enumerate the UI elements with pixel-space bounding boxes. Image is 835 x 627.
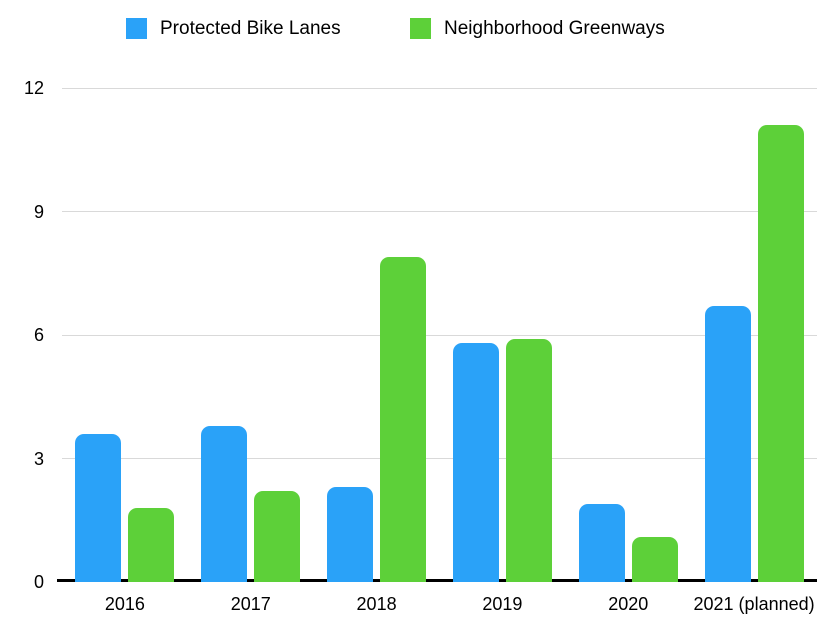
y-axis-tick-label-12: 12 (23, 78, 44, 98)
x-axis-category-label-2021-planned: 2021 (planned) (693, 594, 815, 614)
y-axis-tick-label-3: 3 (33, 448, 44, 469)
gridline-y-9 (62, 211, 817, 212)
bar-protected-bike-lanes-2017 (201, 425, 248, 582)
gridline-y-6 (62, 334, 817, 336)
legend-label-protected-bike-lanes: Protected Bike Lanes (160, 17, 341, 39)
y-axis-tick-label-0: 0 (33, 572, 44, 592)
gridline-y-12 (62, 87, 817, 89)
legend-item-neighborhood-greenways: Neighborhood Greenways (410, 14, 665, 42)
x-axis-line (57, 579, 817, 582)
bar-protected-bike-lanes-2016 (75, 433, 122, 582)
legend-swatch-neighborhood-greenways (410, 17, 431, 39)
bar-neighborhood-greenways-2021-planned (757, 125, 804, 582)
gridline-y-3 (62, 458, 817, 459)
x-axis-category-label-2017: 2017 (230, 594, 271, 614)
bar-neighborhood-greenways-2019 (505, 339, 552, 582)
bar-neighborhood-greenways-2018 (380, 256, 427, 582)
bar-neighborhood-greenways-2017 (254, 491, 301, 582)
legend-label-neighborhood-greenways: Neighborhood Greenways (444, 17, 665, 39)
bar-protected-bike-lanes-2018 (327, 487, 374, 582)
bar-neighborhood-greenways-2020 (631, 536, 678, 582)
legend-item-protected-bike-lanes: Protected Bike Lanes (126, 14, 341, 42)
y-axis-tick-label-6: 6 (33, 325, 44, 345)
bar-protected-bike-lanes-2020 (578, 503, 625, 582)
y-axis-tick-label-9: 9 (33, 201, 44, 222)
bar-protected-bike-lanes-2019 (452, 343, 499, 582)
x-axis-category-label-2018: 2018 (356, 594, 397, 614)
x-axis-category-label-2019: 2019 (482, 594, 523, 614)
bar-protected-bike-lanes-2021-planned (704, 306, 751, 582)
bar-neighborhood-greenways-2016 (128, 507, 175, 582)
legend-swatch-protected-bike-lanes (126, 17, 147, 39)
x-axis-category-label-2016: 2016 (104, 594, 145, 614)
x-axis-category-label-2020: 2020 (608, 594, 649, 614)
